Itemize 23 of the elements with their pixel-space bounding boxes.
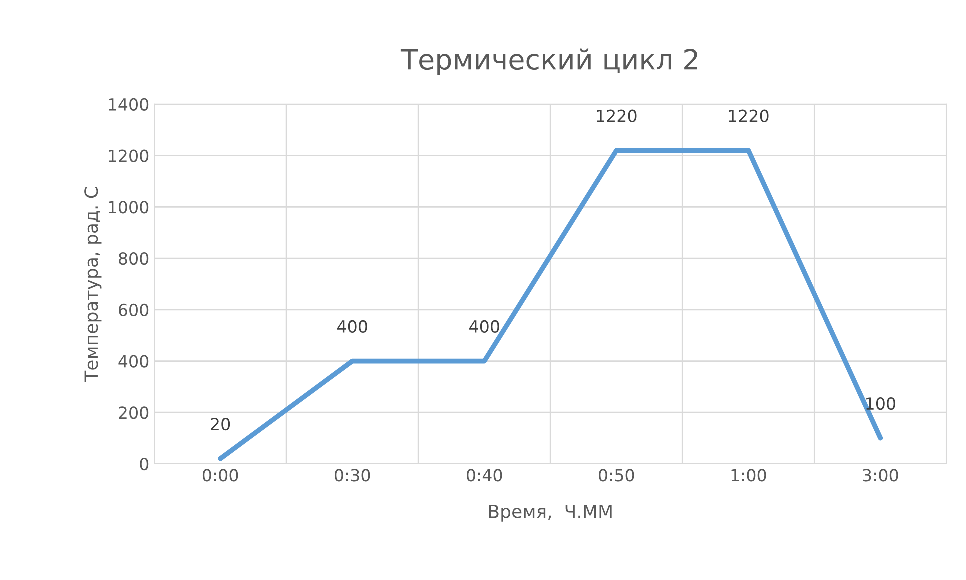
data-label: 1220	[597, 110, 637, 122]
x-axis-title: Время, Ч.ММ	[489, 504, 612, 522]
data-label: 400	[470, 320, 500, 334]
data-label: 20	[211, 418, 230, 431]
x-tick-label: 0:30	[334, 469, 370, 482]
y-tick-label: 200	[119, 406, 149, 420]
y-tick-label: 1200	[109, 150, 149, 162]
data-label: 1220	[729, 110, 769, 122]
x-tick-label: 0:00	[202, 469, 238, 482]
chart-title: Термический цикл 2	[400, 48, 698, 76]
y-tick-label: 600	[119, 304, 149, 316]
y-tick-label: 1400	[109, 98, 149, 111]
data-label: 100	[866, 397, 896, 410]
y-axis-title: Температура, рад. С	[84, 187, 102, 382]
data-label: 400	[338, 320, 368, 334]
x-tick-label: 3:00	[863, 469, 898, 482]
y-tick-label: 0	[140, 458, 149, 471]
y-tick-label: 1000	[109, 201, 149, 214]
y-tick-label: 400	[118, 355, 149, 368]
y-tick-label: 800	[119, 252, 149, 266]
x-tick-label: 1:00	[732, 469, 766, 482]
x-tick-label: 0:40	[466, 469, 502, 482]
x-tick-label: 0:50	[599, 469, 634, 482]
